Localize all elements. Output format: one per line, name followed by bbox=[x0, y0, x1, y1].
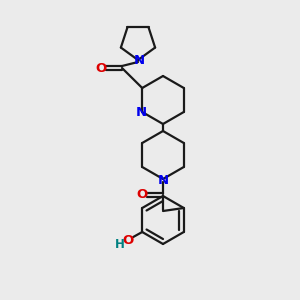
Text: H: H bbox=[115, 238, 125, 251]
Text: O: O bbox=[95, 61, 106, 74]
Text: N: N bbox=[134, 53, 145, 67]
Text: O: O bbox=[136, 188, 148, 202]
Text: O: O bbox=[123, 233, 134, 247]
Text: N: N bbox=[136, 106, 147, 118]
Text: N: N bbox=[158, 173, 169, 187]
